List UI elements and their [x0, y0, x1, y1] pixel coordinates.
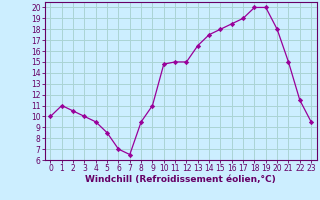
X-axis label: Windchill (Refroidissement éolien,°C): Windchill (Refroidissement éolien,°C) [85, 175, 276, 184]
